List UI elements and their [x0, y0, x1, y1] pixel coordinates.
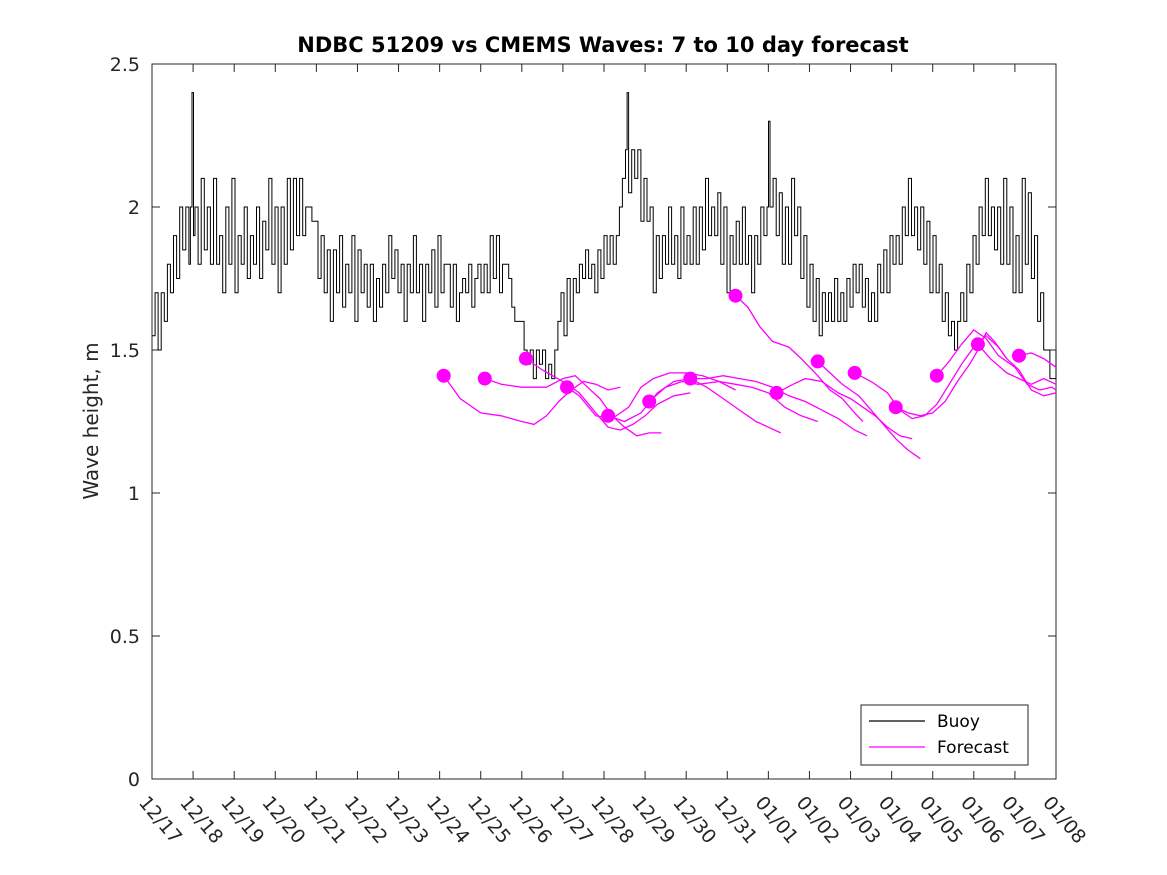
chart-title: NDBC 51209 vs CMEMS Waves: 7 to 10 day f… [297, 33, 908, 57]
y-tick-label: 1.5 [110, 340, 140, 362]
legend-buoy-label: Buoy [937, 712, 980, 732]
forecast-line [566, 372, 736, 420]
forecast-line [977, 343, 1057, 386]
y-tick-label: 2 [128, 197, 140, 219]
buoy-line [152, 92, 1057, 380]
forecast-start-marker [847, 365, 862, 380]
forecast-start-marker [1012, 348, 1026, 363]
forecast-start-marker [560, 380, 574, 395]
y-axis: 0 0.5 1 1.5 2 2.5 [110, 54, 1056, 791]
forecast-start-marker [601, 408, 616, 423]
forecast-start-marker [970, 337, 985, 352]
legend-forecast-label: Forecast [937, 738, 1009, 758]
y-tick-label: 0 [128, 769, 140, 791]
forecast-start-marker [683, 371, 698, 386]
forecast-start-marker [810, 354, 825, 369]
forecast-line [735, 295, 864, 422]
forecast-start-marker [728, 288, 743, 303]
forecast-start-marker [929, 368, 944, 383]
forecast-start-marker [518, 351, 533, 366]
buoy-series [152, 92, 1057, 380]
forecast-line [484, 374, 662, 437]
forecast-line [525, 358, 691, 431]
forecast-line [607, 377, 781, 434]
y-tick-label: 1 [128, 483, 140, 505]
forecast-series [436, 288, 1057, 460]
y-tick-label: 0.5 [110, 626, 140, 648]
forecast-line [443, 375, 621, 426]
forecast-start-marker [642, 394, 657, 409]
forecast-start-marker [769, 385, 784, 400]
forecast-start-marker [477, 371, 492, 386]
y-tick-label: 2.5 [110, 54, 140, 76]
forecast-line [776, 377, 913, 440]
legend-box [860, 704, 1029, 766]
y-axis-label: Wave height, m [79, 342, 103, 499]
forecast-line [936, 329, 1057, 391]
legend: Buoy Forecast [860, 704, 1029, 766]
forecast-start-marker [888, 400, 903, 415]
forecast-start-marker [436, 368, 451, 383]
forecast-line [648, 380, 818, 423]
forecast-line [817, 360, 921, 460]
forecast-line [854, 334, 1008, 420]
